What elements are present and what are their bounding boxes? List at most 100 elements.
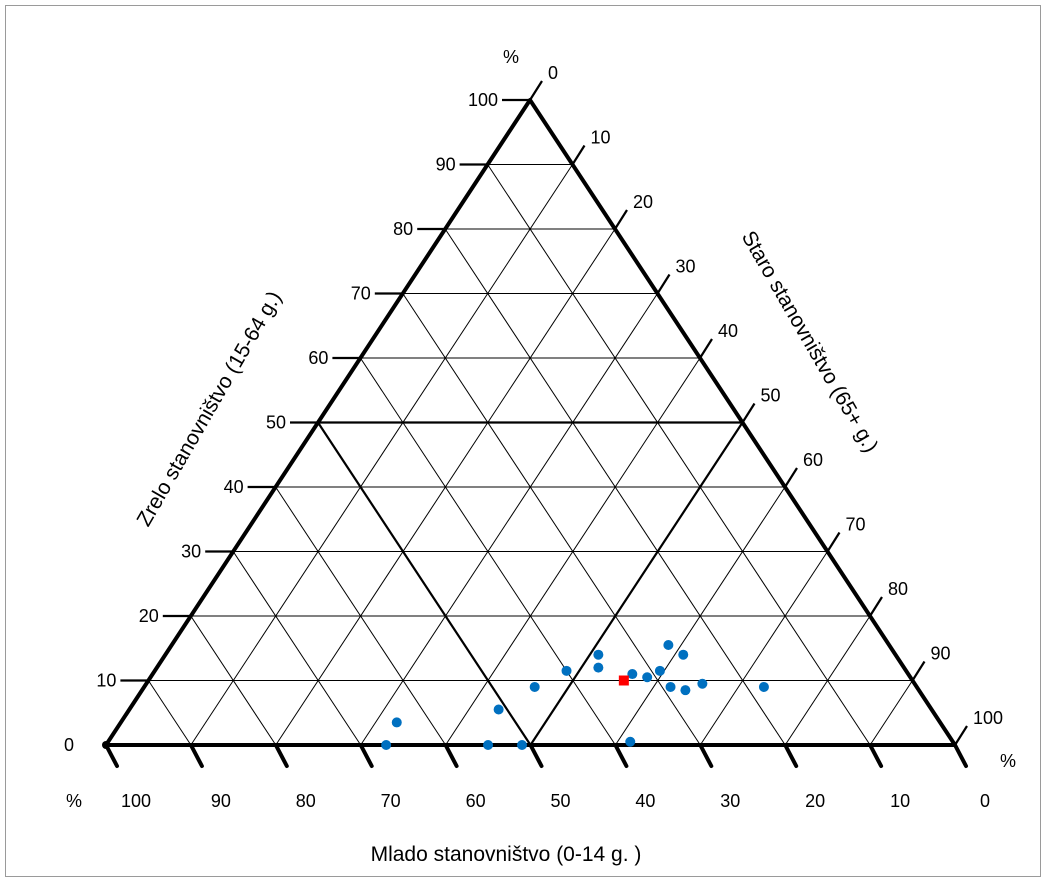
left-tick-label-0: 0	[64, 735, 74, 755]
bottom-tick-mark-30	[698, 743, 714, 768]
bottom-unit-label: %	[66, 791, 82, 811]
data-point-2	[483, 740, 494, 750]
data-point-16	[678, 649, 689, 660]
right-tick-label-40: 40	[718, 321, 738, 341]
data-point-3	[493, 704, 504, 715]
bottom-tick-label-40: 40	[635, 791, 655, 811]
left-tick-label-100: 100	[468, 90, 498, 110]
grid-line-staro-50	[529, 421, 744, 746]
data-point-12	[654, 665, 665, 676]
right-tick-mark-0	[529, 80, 543, 101]
bottom-tick-mark-100	[104, 743, 119, 768]
right-tick-mark-60	[784, 467, 798, 488]
right-tick-label-90: 90	[931, 644, 951, 664]
left-tick-label-30: 30	[181, 542, 201, 562]
bottom-tick-label-60: 60	[466, 791, 486, 811]
data-point-10	[627, 669, 638, 680]
right-unit-label: %	[1000, 751, 1016, 771]
data-point-6	[561, 665, 572, 676]
grid-line-staro-90	[869, 680, 913, 746]
data-point-5	[529, 681, 540, 692]
right-tick-mark-90	[911, 660, 926, 682]
grid-line-mlado-50	[317, 421, 532, 746]
data-points	[381, 640, 769, 750]
right-tick-label-100: 100	[973, 708, 1003, 728]
right-tick-mark-20	[614, 209, 628, 230]
bottom-tick-label-20: 20	[805, 791, 825, 811]
left-tick-label-90: 90	[436, 155, 456, 175]
bottom-tick-mark-90	[188, 743, 204, 768]
bottom-tick-mark-0	[953, 743, 968, 768]
grid-line-mlado-80	[190, 615, 277, 746]
data-point-0	[381, 740, 392, 750]
data-point-4	[517, 740, 528, 750]
data-point-square-0	[618, 675, 629, 686]
right-tick-mark-10	[571, 144, 586, 166]
grid-line-mlado-60	[275, 486, 447, 746]
bottom-tick-label-90: 90	[211, 791, 231, 811]
right-tick-mark-70	[826, 531, 841, 553]
bottom-tick-mark-10	[868, 743, 884, 768]
left-tick-label-80: 80	[393, 219, 413, 239]
left-tick-label-50: 50	[266, 413, 286, 433]
right-tick-label-30: 30	[676, 257, 696, 277]
right-tick-mark-80	[869, 596, 883, 617]
bottom-tick-label-30: 30	[720, 791, 740, 811]
grid-line-staro-60	[614, 486, 786, 746]
right-axis-title: Staro stanovništvo (65+ g.)	[737, 227, 883, 456]
left-unit-label: %	[503, 47, 519, 67]
data-point-18	[758, 681, 769, 692]
bottom-tick-mark-20	[783, 743, 799, 768]
data-point-8	[593, 662, 604, 673]
bottom-tick-label-10: 10	[890, 791, 910, 811]
left-tick-label-20: 20	[139, 606, 159, 626]
grid-line-mlado-70	[232, 551, 362, 746]
left-tick-label-70: 70	[351, 284, 371, 304]
right-tick-mark-40	[699, 338, 713, 359]
right-tick-label-10: 10	[591, 128, 611, 148]
triangle-frame	[102, 98, 957, 749]
grid-line-staro-30	[360, 293, 658, 746]
right-tick-label-20: 20	[633, 192, 653, 212]
bottom-tick-mark-80	[273, 743, 289, 768]
bottom-tick-label-0: 0	[980, 791, 990, 811]
left-tick-label-60: 60	[308, 348, 328, 368]
tick-layer: 0102030405060708090100010203040506070809…	[64, 63, 1003, 811]
grid-line-mlado-90	[147, 680, 192, 746]
bottom-tick-label-100: 100	[121, 791, 151, 811]
data-point-14	[680, 685, 691, 696]
right-tick-label-70: 70	[846, 515, 866, 535]
right-tick-mark-50	[741, 402, 756, 424]
data-point-11	[642, 672, 653, 683]
right-tick-mark-30	[656, 273, 671, 295]
bottom-tick-mark-70	[358, 743, 374, 768]
data-point-17	[697, 678, 708, 689]
bottom-tick-label-80: 80	[296, 791, 316, 811]
left-tick-label-40: 40	[224, 477, 244, 497]
grid-layer	[147, 164, 913, 746]
grid-line-mlado-10	[487, 164, 871, 746]
data-point-7	[625, 736, 636, 747]
right-tick-label-0: 0	[548, 63, 558, 83]
bottom-tick-label-50: 50	[550, 791, 570, 811]
right-tick-mark-100	[954, 725, 968, 746]
grid-line-staro-80	[784, 615, 871, 746]
data-point-1	[391, 717, 402, 728]
bottom-tick-label-70: 70	[381, 791, 401, 811]
data-point-9	[593, 649, 604, 660]
grid-line-staro-70	[699, 551, 828, 746]
right-tick-label-50: 50	[761, 386, 781, 406]
grid-line-staro-10	[190, 164, 573, 746]
left-axis-title: Zrelo stanovništvo (15-64 g.)	[133, 287, 287, 530]
grid-line-mlado-30	[402, 293, 701, 746]
right-tick-label-80: 80	[888, 579, 908, 599]
data-point-15	[663, 640, 674, 651]
bottom-axis-title: Mlado stanovništvo (0-14 g. )	[371, 843, 642, 866]
bottom-tick-mark-50	[528, 743, 544, 768]
data-point-13	[665, 681, 676, 692]
bottom-tick-mark-40	[613, 743, 629, 768]
right-tick-label-60: 60	[803, 450, 823, 470]
bottom-tick-mark-60	[443, 743, 459, 768]
left-tick-label-10: 10	[96, 671, 116, 691]
